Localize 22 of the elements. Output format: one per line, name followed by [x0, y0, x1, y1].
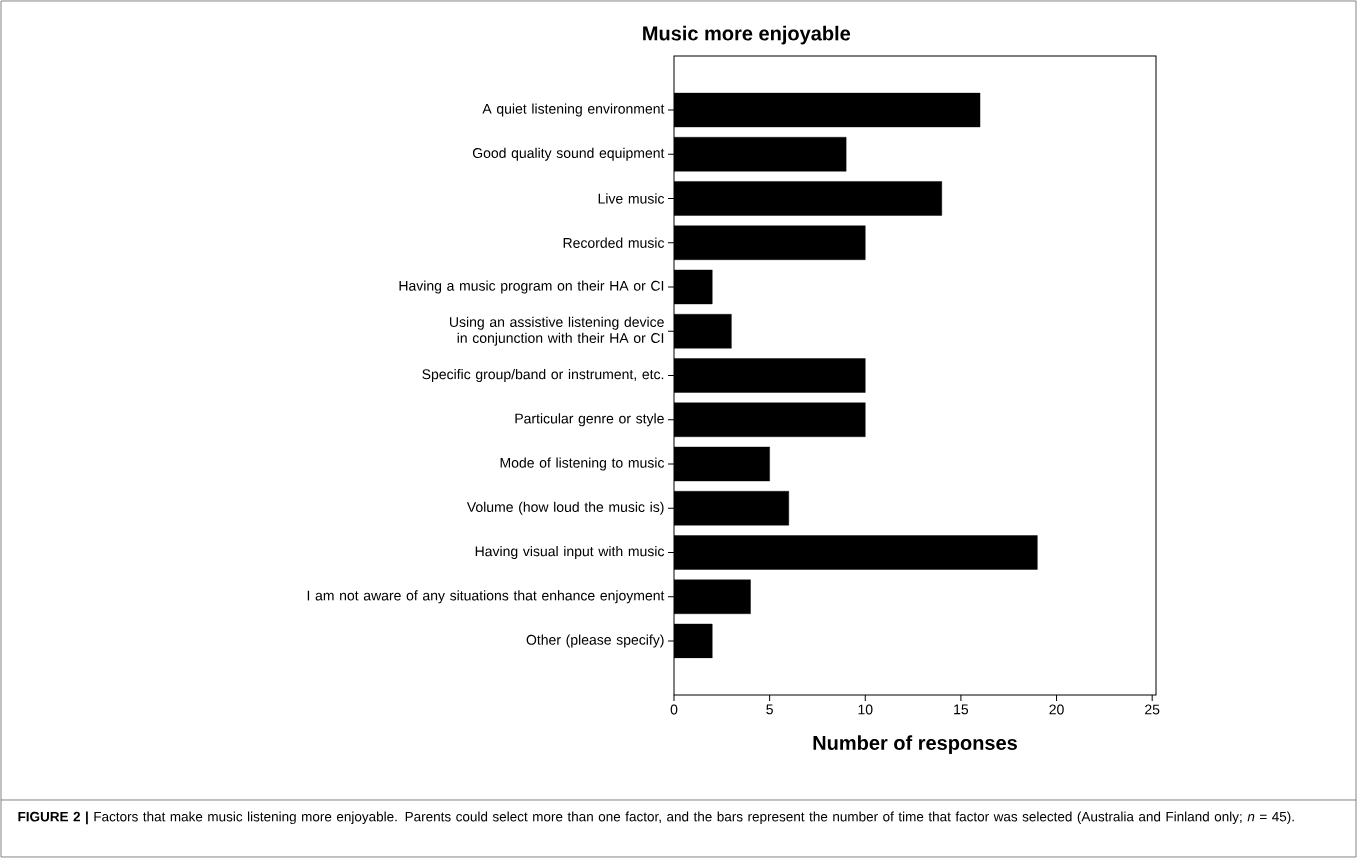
- y-tick-label: Particular genre or style: [515, 413, 664, 427]
- text: FIGURE 2 | Factors that make music listening more enjoyable. Parents could select more than one factor, and the bars represent the number of time that factor was selected (Australia and Finland only; n = 45).: [18, 811, 1294, 825]
- x-tick-label: 0: [670, 704, 678, 715]
- y-tick-label: Recorded music: [563, 237, 665, 248]
- y-tick-label: Other (please specify): [526, 634, 664, 648]
- x-tick-label: 10: [858, 704, 873, 715]
- y-tick-label: Having visual input with music: [475, 545, 665, 560]
- y-tick-label: Using an assistive listening device in conjunction with their HA or CI: [450, 316, 664, 346]
- y-tick-label: Having a music program on their HA or CI: [399, 280, 664, 294]
- x-tick-label: 15: [954, 704, 969, 715]
- y-tick-label: Good quality sound equipment: [472, 147, 665, 161]
- y-tick-label: Live music: [598, 193, 665, 204]
- y-tick-label: Specific group/band or instrument, etc.: [422, 368, 664, 383]
- x-axis-title: Number of responses: [813, 735, 1017, 754]
- x-tick-label: 25: [1145, 704, 1160, 715]
- x-tick-label: 5: [766, 704, 773, 715]
- y-tick-label: I am not aware of any situations that enhance enjoyment: [307, 590, 665, 604]
- y-tick-label: Volume (how loud the music is): [466, 501, 664, 515]
- y-tick-label: Mode of listening to music: [500, 457, 665, 471]
- x-tick-label: 20: [1049, 704, 1064, 715]
- chart-title: Music more enjoyable: [643, 25, 851, 45]
- y-tick-label: A quiet listening environment: [482, 103, 665, 117]
